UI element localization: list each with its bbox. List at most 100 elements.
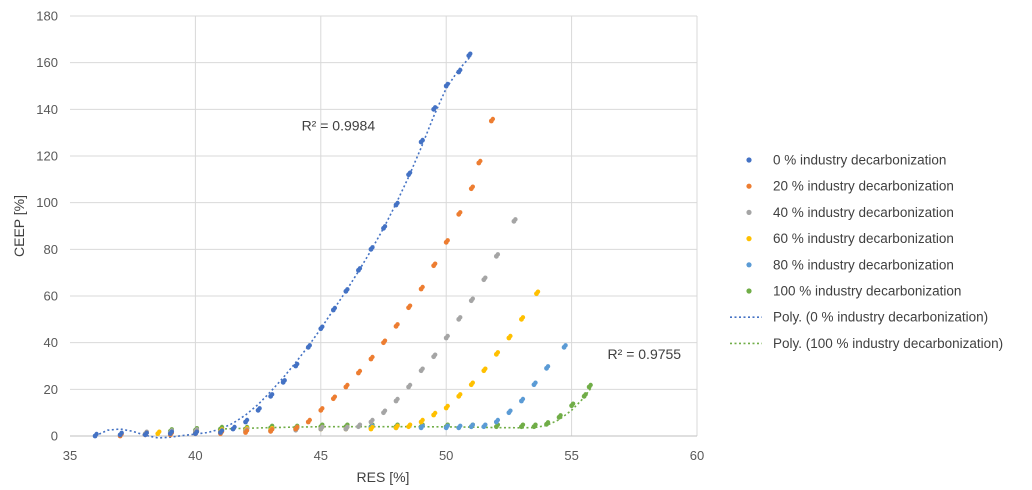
data-point — [407, 170, 413, 175]
legend-item: 80 % industry decarbonization — [746, 257, 954, 272]
data-point — [420, 366, 425, 371]
data-point — [420, 284, 425, 290]
legend-marker — [746, 236, 752, 242]
data-point — [468, 51, 473, 56]
data-point — [445, 403, 450, 409]
data-point — [495, 417, 501, 423]
y-axis-title: CEEP [%] — [11, 195, 27, 257]
data-point — [395, 200, 400, 206]
legend-marker — [746, 183, 752, 189]
data-point — [508, 333, 513, 339]
data-point — [357, 368, 363, 374]
y-tick-label: 40 — [44, 335, 58, 350]
data-point — [445, 423, 450, 429]
data-point — [370, 424, 375, 430]
data-point — [478, 158, 483, 164]
y-tick-labels: 0 20 40 60 80 100 120 140 160 180 — [36, 9, 58, 444]
data-point — [382, 408, 388, 413]
data-point — [395, 322, 400, 327]
data-point — [345, 424, 350, 430]
y-tick-label: 160 — [36, 55, 58, 70]
legend-label: Poly. (0 % industry decarbonization) — [773, 310, 988, 325]
y-tick-label: 0 — [51, 429, 58, 444]
annotations: R² = 0.9984 R² = 0.9755 — [302, 117, 682, 362]
y-tick-label: 80 — [44, 242, 58, 257]
data-point — [483, 366, 488, 371]
y-tick-label: 20 — [44, 382, 58, 397]
data-point — [545, 420, 551, 425]
series-points — [155, 289, 541, 437]
data-point — [244, 428, 250, 433]
y-tick-label: 120 — [36, 149, 58, 164]
data-point — [490, 116, 496, 122]
legend: 0 % industry decarbonization 20 % industr… — [730, 153, 1003, 351]
data-point — [520, 422, 526, 427]
data-point — [508, 408, 513, 413]
data-point — [382, 224, 388, 229]
legend-item: 60 % industry decarbonization — [746, 231, 954, 246]
data-point — [219, 428, 225, 433]
data-point — [382, 338, 388, 343]
data-point — [558, 413, 563, 418]
data-point — [432, 105, 438, 110]
data-point — [295, 424, 300, 430]
data-point — [357, 266, 363, 271]
trendlines — [94, 55, 593, 439]
legend-marker — [746, 288, 752, 294]
data-point — [458, 67, 463, 73]
data-points — [92, 51, 593, 439]
data-point — [345, 382, 350, 388]
legend-item: 0 % industry decarbonization — [746, 153, 946, 168]
legend-label: Poly. (100 % industry decarbonization) — [773, 336, 1003, 351]
data-point — [432, 352, 438, 357]
data-point — [495, 350, 501, 355]
data-point — [420, 417, 425, 423]
data-point — [244, 417, 250, 423]
data-point — [357, 422, 363, 427]
data-point — [432, 261, 438, 266]
data-point — [470, 184, 475, 189]
x-tick-label: 35 — [63, 448, 77, 463]
data-point — [470, 422, 475, 427]
data-point — [513, 217, 518, 222]
data-point — [295, 361, 300, 367]
x-tick-labels: 35 40 45 50 55 60 — [63, 448, 704, 463]
data-point — [535, 289, 541, 294]
data-point — [445, 333, 450, 339]
x-tick-label: 55 — [564, 448, 578, 463]
data-point — [370, 417, 375, 423]
data-point — [458, 315, 463, 320]
data-point — [144, 430, 149, 436]
data-point — [320, 406, 325, 411]
data-point — [194, 429, 200, 434]
data-point — [94, 431, 99, 437]
data-point — [119, 430, 124, 436]
data-point — [420, 137, 425, 143]
legend-item: Poly. (100 % industry decarbonization) — [730, 336, 1003, 351]
data-point — [458, 392, 463, 397]
data-point — [332, 305, 338, 311]
data-point — [407, 303, 413, 308]
data-point — [370, 354, 375, 360]
data-point — [169, 429, 175, 434]
x-tick-label: 50 — [439, 448, 453, 463]
data-point — [533, 422, 538, 427]
data-point — [545, 364, 551, 369]
r-squared-label: R² = 0.9755 — [608, 346, 682, 362]
legend-item: Poly. (0 % industry decarbonization) — [730, 310, 988, 325]
legend-label: 0 % industry decarbonization — [773, 153, 946, 168]
data-point — [345, 287, 350, 292]
legend-label: 100 % industry decarbonization — [773, 284, 961, 299]
data-point — [282, 378, 287, 383]
series-points — [117, 116, 496, 439]
data-point — [533, 380, 538, 385]
data-point — [445, 81, 450, 87]
data-point — [520, 315, 526, 320]
data-point — [495, 252, 501, 257]
y-tick-label: 180 — [36, 9, 58, 24]
legend-label: 40 % industry decarbonization — [773, 205, 954, 220]
data-point — [257, 406, 262, 411]
data-point — [520, 396, 526, 402]
data-point — [470, 380, 475, 385]
